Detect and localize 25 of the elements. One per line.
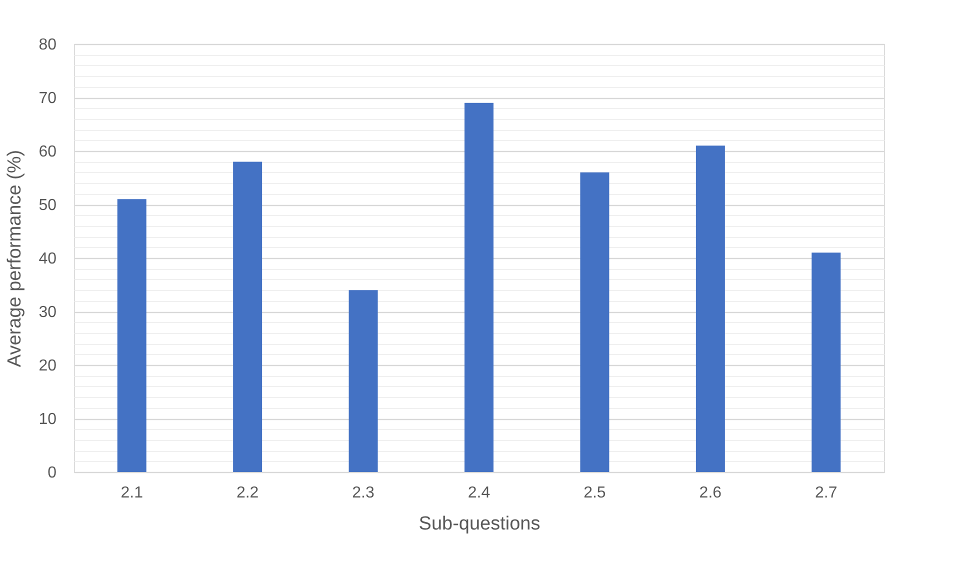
y-tick-label: 20 bbox=[38, 358, 57, 374]
y-tick-label: 10 bbox=[38, 411, 57, 428]
bar bbox=[233, 162, 262, 472]
y-tick-label: 60 bbox=[38, 144, 57, 160]
bar bbox=[696, 146, 725, 472]
bar bbox=[117, 199, 146, 472]
x-tick-label: 2.3 bbox=[352, 484, 375, 502]
y-tick-label: 80 bbox=[38, 36, 57, 54]
x-tick-label: 2.2 bbox=[236, 484, 259, 502]
x-tick-label: 2.5 bbox=[584, 484, 606, 502]
x-tick-label: 2.7 bbox=[815, 484, 838, 502]
x-tick-label: 2.1 bbox=[120, 484, 144, 502]
bar bbox=[580, 172, 610, 472]
bar bbox=[464, 102, 494, 472]
bar bbox=[348, 290, 378, 472]
y-tick-label: 50 bbox=[38, 197, 57, 214]
y-tick-label: 0 bbox=[48, 464, 57, 482]
bar bbox=[812, 252, 841, 472]
x-tick-label: 2.6 bbox=[699, 484, 722, 502]
y-tick-label: 30 bbox=[38, 304, 57, 321]
x-axis-title: Sub-questions bbox=[418, 514, 540, 534]
x-tick-label: 2.4 bbox=[468, 484, 490, 502]
y-tick-label: 70 bbox=[38, 90, 57, 107]
y-axis-title: Average performance (%) bbox=[4, 150, 26, 368]
y-tick-label: 40 bbox=[38, 250, 57, 268]
